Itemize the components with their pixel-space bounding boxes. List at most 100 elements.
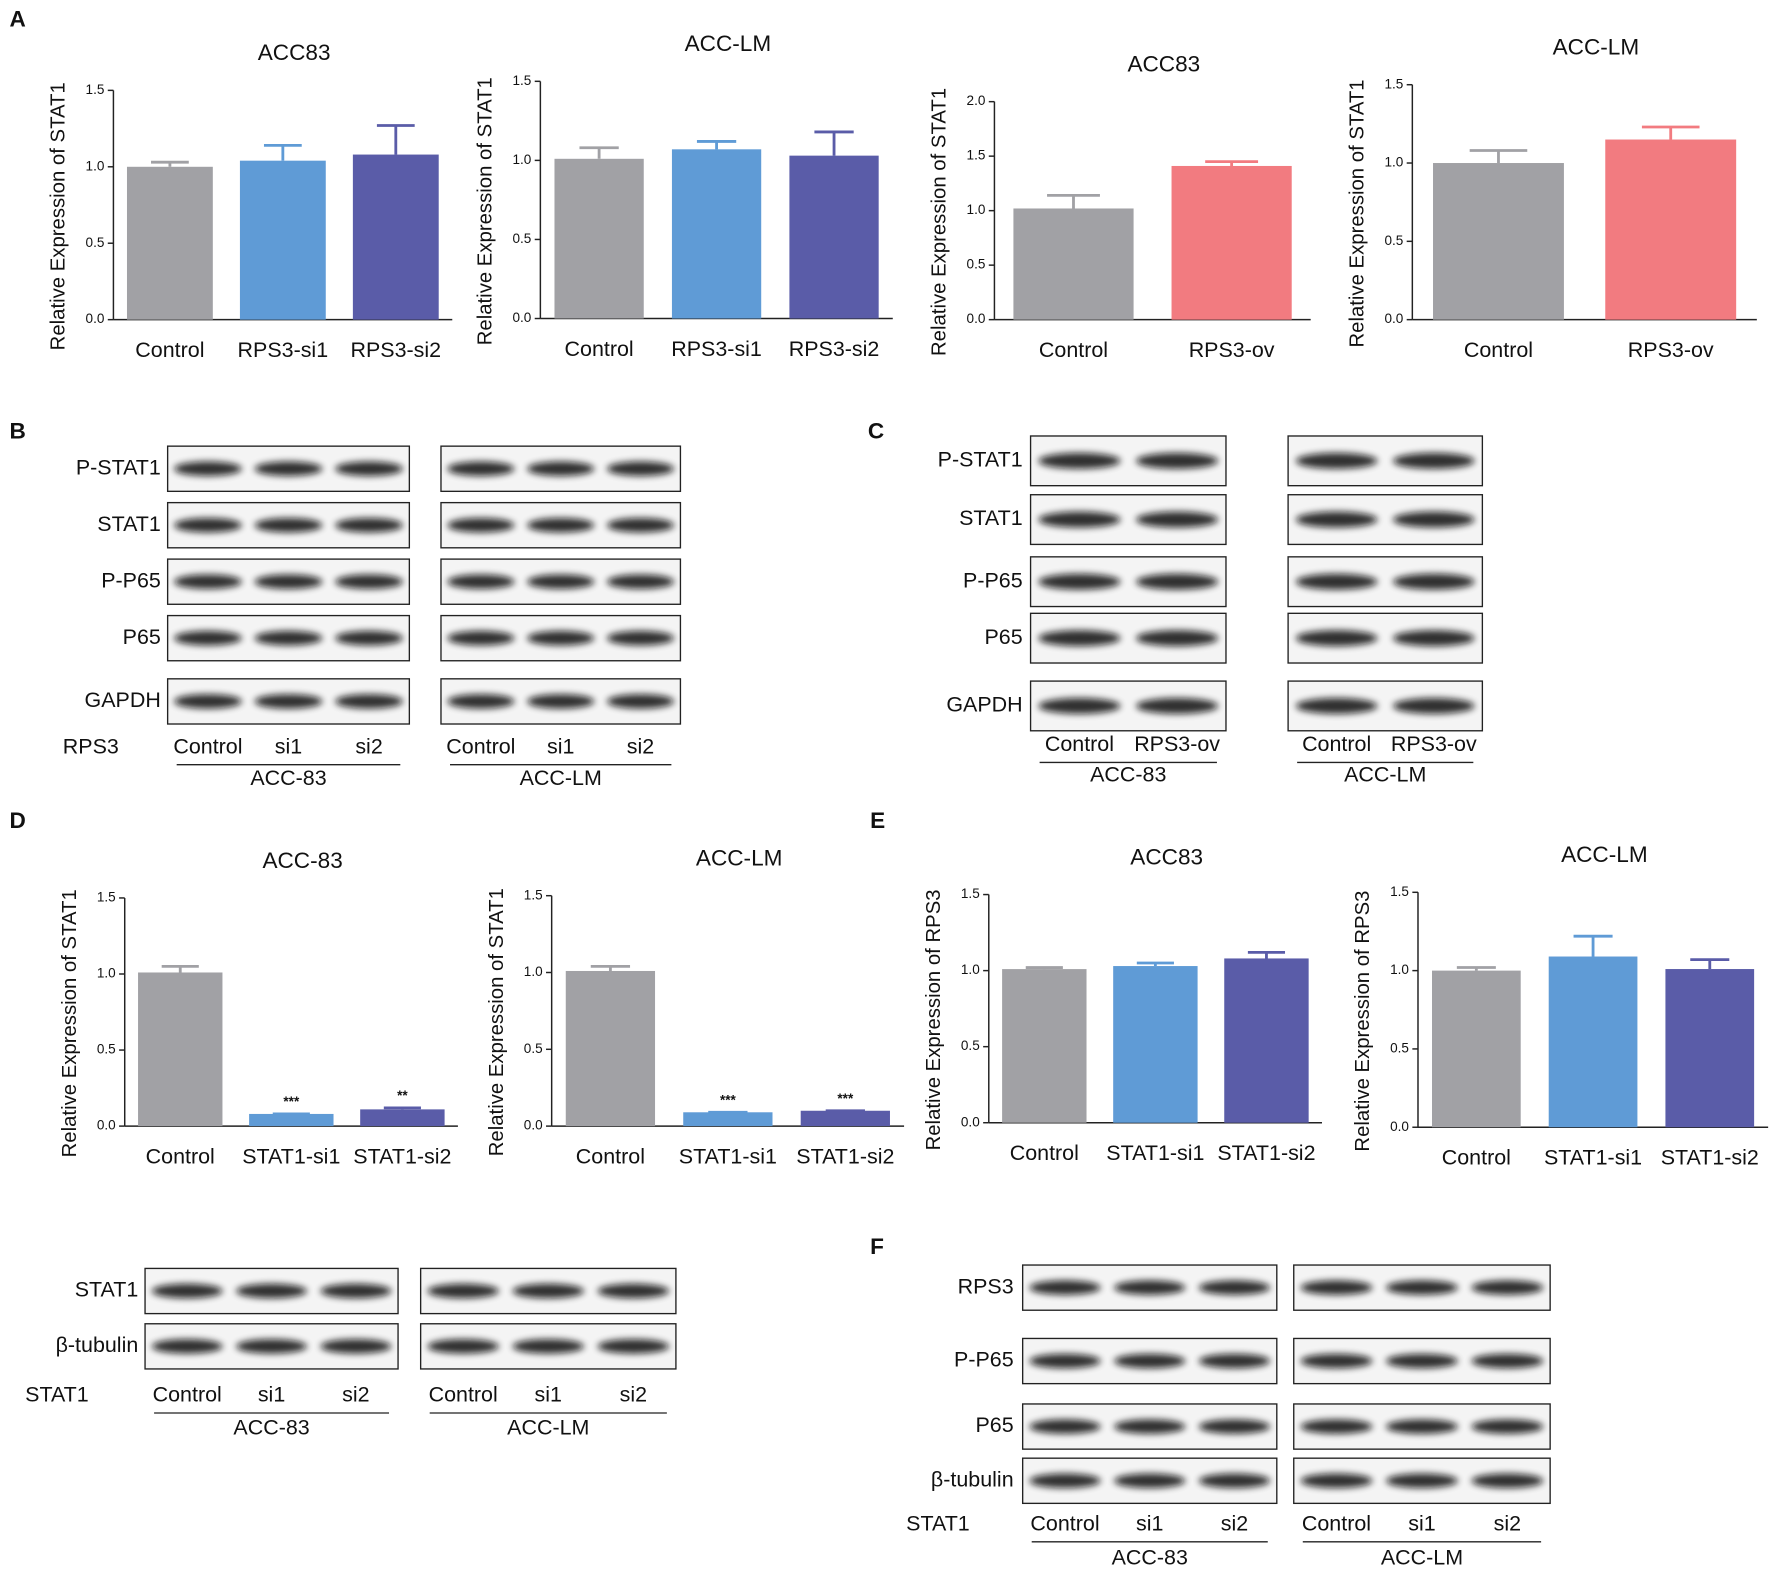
x-tick-label: Control <box>146 1144 215 1168</box>
lane-label: si1 <box>275 734 302 758</box>
chart-title: ACC-LM <box>685 31 772 56</box>
chart-title: ACC83 <box>1127 51 1200 76</box>
y-tick-label: 0.0 <box>512 310 531 325</box>
x-tick-label: RPS3-si2 <box>789 337 880 361</box>
lane-label: si2 <box>620 1383 647 1407</box>
lane-label: RPS3-ov <box>1391 732 1477 756</box>
y-tick-label: 0.0 <box>97 1118 116 1133</box>
band <box>606 630 675 646</box>
band <box>1029 1419 1101 1434</box>
lane-label: si1 <box>535 1383 562 1407</box>
band <box>1471 1473 1544 1488</box>
treatment-label: RPS3 <box>63 734 119 758</box>
y-tick-label: 1.5 <box>512 73 531 88</box>
x-tick-label: STAT1-si1 <box>679 1144 777 1168</box>
band <box>254 517 323 533</box>
band <box>1136 573 1219 590</box>
error-bar <box>161 964 199 973</box>
row-label: GAPDH <box>85 688 161 712</box>
panel-label: A <box>10 6 26 31</box>
western-blot: P-STAT1 STAT1 P-P65 P65 GAPDH Control RPS3-ov A… <box>938 435 1484 787</box>
band <box>597 1339 670 1354</box>
bar-chart: ACC-LM Relative Expression of STAT1 0.0 0.5… <box>1347 35 1757 362</box>
y-tick-label: 1.0 <box>1384 155 1403 170</box>
band <box>1471 1419 1544 1434</box>
error-bar <box>1573 934 1613 957</box>
band <box>1386 1353 1458 1369</box>
y-tick-label: 1.0 <box>97 966 116 981</box>
bar-chart: ACC83 Relative Expression of RPS3 0.0 0.5 1.… <box>923 844 1322 1165</box>
bar <box>138 972 223 1127</box>
y-tick-label: 1.5 <box>967 148 986 163</box>
y-tick-label: 0.5 <box>86 235 105 250</box>
y-tick-label: 0.5 <box>97 1042 116 1057</box>
row-label: P65 <box>984 625 1022 649</box>
western-blot: P-STAT1 STAT1 P-P65 P65 GAPDH RPS3 Control si1 s… <box>63 445 682 790</box>
error-bar <box>696 140 737 150</box>
cell-line-label: ACC-83 <box>1090 763 1166 787</box>
bar-chart: ACC-LM Relative Expression of STAT1 0.0 0.5… <box>486 846 905 1168</box>
x-tick-label: STAT1-si1 <box>1544 1146 1642 1170</box>
significance: ** <box>397 1088 408 1103</box>
x-tick-label: STAT1-si1 <box>242 1144 340 1168</box>
band <box>1029 1473 1101 1488</box>
band <box>1114 1473 1186 1488</box>
error-bar <box>1469 149 1528 164</box>
western-blot: RPS3 P-P65 P65 β-tubulin STAT1 Control si1 si2 A… <box>906 1264 1551 1569</box>
cell-line-label: ACC-LM <box>520 766 602 790</box>
band <box>427 1283 499 1299</box>
band <box>1136 511 1219 528</box>
chart-title: ACC83 <box>258 40 331 65</box>
band <box>1198 1280 1271 1295</box>
bar <box>352 154 439 320</box>
band <box>447 461 515 476</box>
x-tick-label: Control <box>1010 1141 1079 1165</box>
band <box>427 1339 499 1354</box>
band <box>447 694 515 709</box>
band <box>1393 452 1475 469</box>
error-bar <box>1247 950 1286 959</box>
lane-label: Control <box>1302 1511 1371 1535</box>
lane-label: Control <box>1045 732 1114 756</box>
x-tick-label: STAT1-si2 <box>353 1144 451 1168</box>
y-tick-label: 1.0 <box>524 964 543 979</box>
cell-line-label: ACC-83 <box>1112 1545 1188 1569</box>
error-bar <box>383 1106 421 1110</box>
y-tick-label: 0.0 <box>524 1118 543 1133</box>
band <box>1300 1353 1373 1369</box>
band <box>1136 697 1219 714</box>
band <box>335 574 403 589</box>
x-tick-label: RPS3-ov <box>1628 338 1714 362</box>
western-blot: STAT1 β-tubulin STAT1 Control si1 si2 ACC-83 Co… <box>25 1267 677 1439</box>
band <box>254 574 323 589</box>
row-label: GAPDH <box>946 693 1022 717</box>
y-tick-label: 1.5 <box>86 82 105 97</box>
error-bar <box>1641 125 1700 140</box>
lane-label: si2 <box>1494 1511 1521 1535</box>
band <box>447 630 515 646</box>
bar <box>1224 958 1309 1123</box>
band <box>174 517 242 533</box>
band <box>1198 1473 1271 1488</box>
panel-label: E <box>870 808 885 833</box>
band <box>1114 1280 1186 1295</box>
y-axis-label: Relative Expression of RPS3 <box>1352 891 1374 1152</box>
band <box>1300 1473 1373 1488</box>
significance: *** <box>283 1094 300 1109</box>
lane-label: si2 <box>342 1383 369 1407</box>
band <box>174 694 242 709</box>
band <box>335 694 403 709</box>
cell-line-label: ACC-LM <box>507 1415 589 1439</box>
band <box>1393 511 1475 528</box>
lane-label: si2 <box>1221 1511 1248 1535</box>
y-axis-label: Relative Expression of RPS3 <box>923 889 945 1150</box>
band <box>447 517 515 533</box>
significance: *** <box>720 1093 737 1108</box>
band <box>1038 697 1121 714</box>
y-tick-label: 1.0 <box>86 158 105 173</box>
band <box>1198 1419 1271 1434</box>
band <box>1471 1353 1544 1369</box>
band <box>254 461 323 476</box>
x-tick-label: STAT1-si2 <box>1661 1146 1759 1170</box>
